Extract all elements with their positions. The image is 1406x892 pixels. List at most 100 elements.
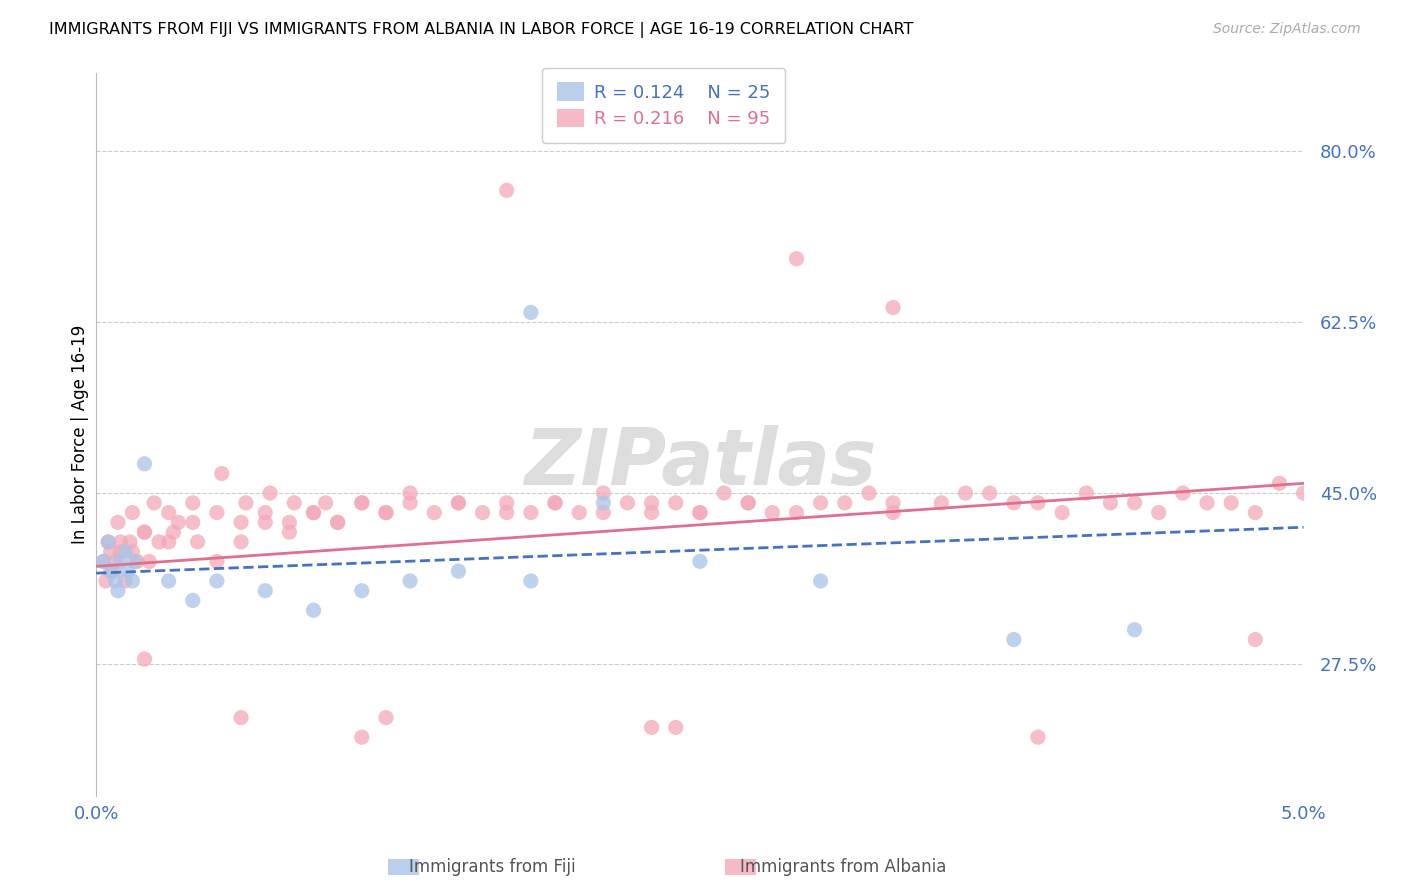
Point <box>97 535 120 549</box>
Point <box>235 496 257 510</box>
Point <box>205 506 228 520</box>
Point <box>114 544 136 558</box>
Point <box>882 506 904 520</box>
Point <box>107 583 129 598</box>
Point <box>350 496 373 510</box>
Point <box>520 506 543 520</box>
Point <box>167 516 190 530</box>
Point <box>138 554 160 568</box>
Point <box>121 544 143 558</box>
Point <box>302 603 325 617</box>
Point <box>254 506 277 520</box>
Point <box>1268 476 1291 491</box>
Point <box>834 496 856 510</box>
Point <box>93 554 115 568</box>
Point <box>110 544 132 558</box>
Point <box>785 252 807 266</box>
Point <box>568 506 591 520</box>
Point <box>302 506 325 520</box>
Point <box>665 720 688 734</box>
Point <box>1050 506 1073 520</box>
Point <box>205 574 228 588</box>
FancyBboxPatch shape <box>725 859 756 875</box>
Point <box>1123 623 1146 637</box>
Point <box>1026 496 1049 510</box>
Point <box>858 486 880 500</box>
Text: ZIPatlas: ZIPatlas <box>524 425 876 501</box>
Point <box>1244 632 1267 647</box>
Point <box>211 467 233 481</box>
Point <box>157 535 180 549</box>
Point <box>447 496 470 510</box>
Point <box>114 574 136 588</box>
Point <box>616 496 638 510</box>
Point <box>101 564 124 578</box>
Point <box>713 486 735 500</box>
Point <box>93 554 115 568</box>
Point <box>399 486 422 500</box>
Point <box>955 486 977 500</box>
Point <box>375 506 398 520</box>
Point <box>592 496 614 510</box>
Point <box>134 457 156 471</box>
Point <box>278 516 301 530</box>
Point <box>520 574 543 588</box>
Point <box>665 496 688 510</box>
Point <box>157 506 180 520</box>
Point <box>187 535 209 549</box>
Point <box>495 506 517 520</box>
Text: Immigrants from Fiji: Immigrants from Fiji <box>409 858 575 876</box>
Point <box>259 486 281 500</box>
Point <box>1220 496 1243 510</box>
Point <box>640 506 662 520</box>
Point <box>162 525 184 540</box>
Point <box>640 496 662 510</box>
Point <box>689 506 711 520</box>
Point <box>118 535 141 549</box>
Point <box>110 554 132 568</box>
Point <box>399 496 422 510</box>
Point <box>94 574 117 588</box>
Point <box>471 506 494 520</box>
Point <box>399 574 422 588</box>
Point <box>181 593 204 607</box>
Point <box>1099 496 1122 510</box>
Point <box>143 496 166 510</box>
Text: Source: ZipAtlas.com: Source: ZipAtlas.com <box>1213 22 1361 37</box>
Point <box>737 496 759 510</box>
Point <box>447 564 470 578</box>
Point <box>350 730 373 744</box>
Text: IMMIGRANTS FROM FIJI VS IMMIGRANTS FROM ALBANIA IN LABOR FORCE | AGE 16-19 CORRE: IMMIGRANTS FROM FIJI VS IMMIGRANTS FROM … <box>49 22 914 38</box>
Point <box>181 496 204 510</box>
Point <box>1244 506 1267 520</box>
Point <box>882 496 904 510</box>
Point <box>134 525 156 540</box>
Point <box>375 506 398 520</box>
Point <box>495 183 517 197</box>
Point <box>110 535 132 549</box>
Point <box>283 496 305 510</box>
Legend: R = 0.124    N = 25, R = 0.216    N = 95: R = 0.124 N = 25, R = 0.216 N = 95 <box>543 68 786 143</box>
Point <box>254 516 277 530</box>
Point <box>1171 486 1194 500</box>
Point <box>640 720 662 734</box>
Point <box>302 506 325 520</box>
Point <box>1002 496 1025 510</box>
Point <box>544 496 567 510</box>
Point <box>117 564 139 578</box>
Point <box>104 554 127 568</box>
Point <box>761 506 783 520</box>
FancyBboxPatch shape <box>388 859 419 875</box>
Point <box>931 496 953 510</box>
Point <box>121 506 143 520</box>
Point <box>229 516 252 530</box>
Point <box>592 506 614 520</box>
Point <box>350 583 373 598</box>
Point <box>785 506 807 520</box>
Point <box>810 574 832 588</box>
Point <box>375 711 398 725</box>
Point <box>326 516 349 530</box>
Point <box>229 711 252 725</box>
Point <box>979 486 1001 500</box>
Point <box>315 496 337 510</box>
